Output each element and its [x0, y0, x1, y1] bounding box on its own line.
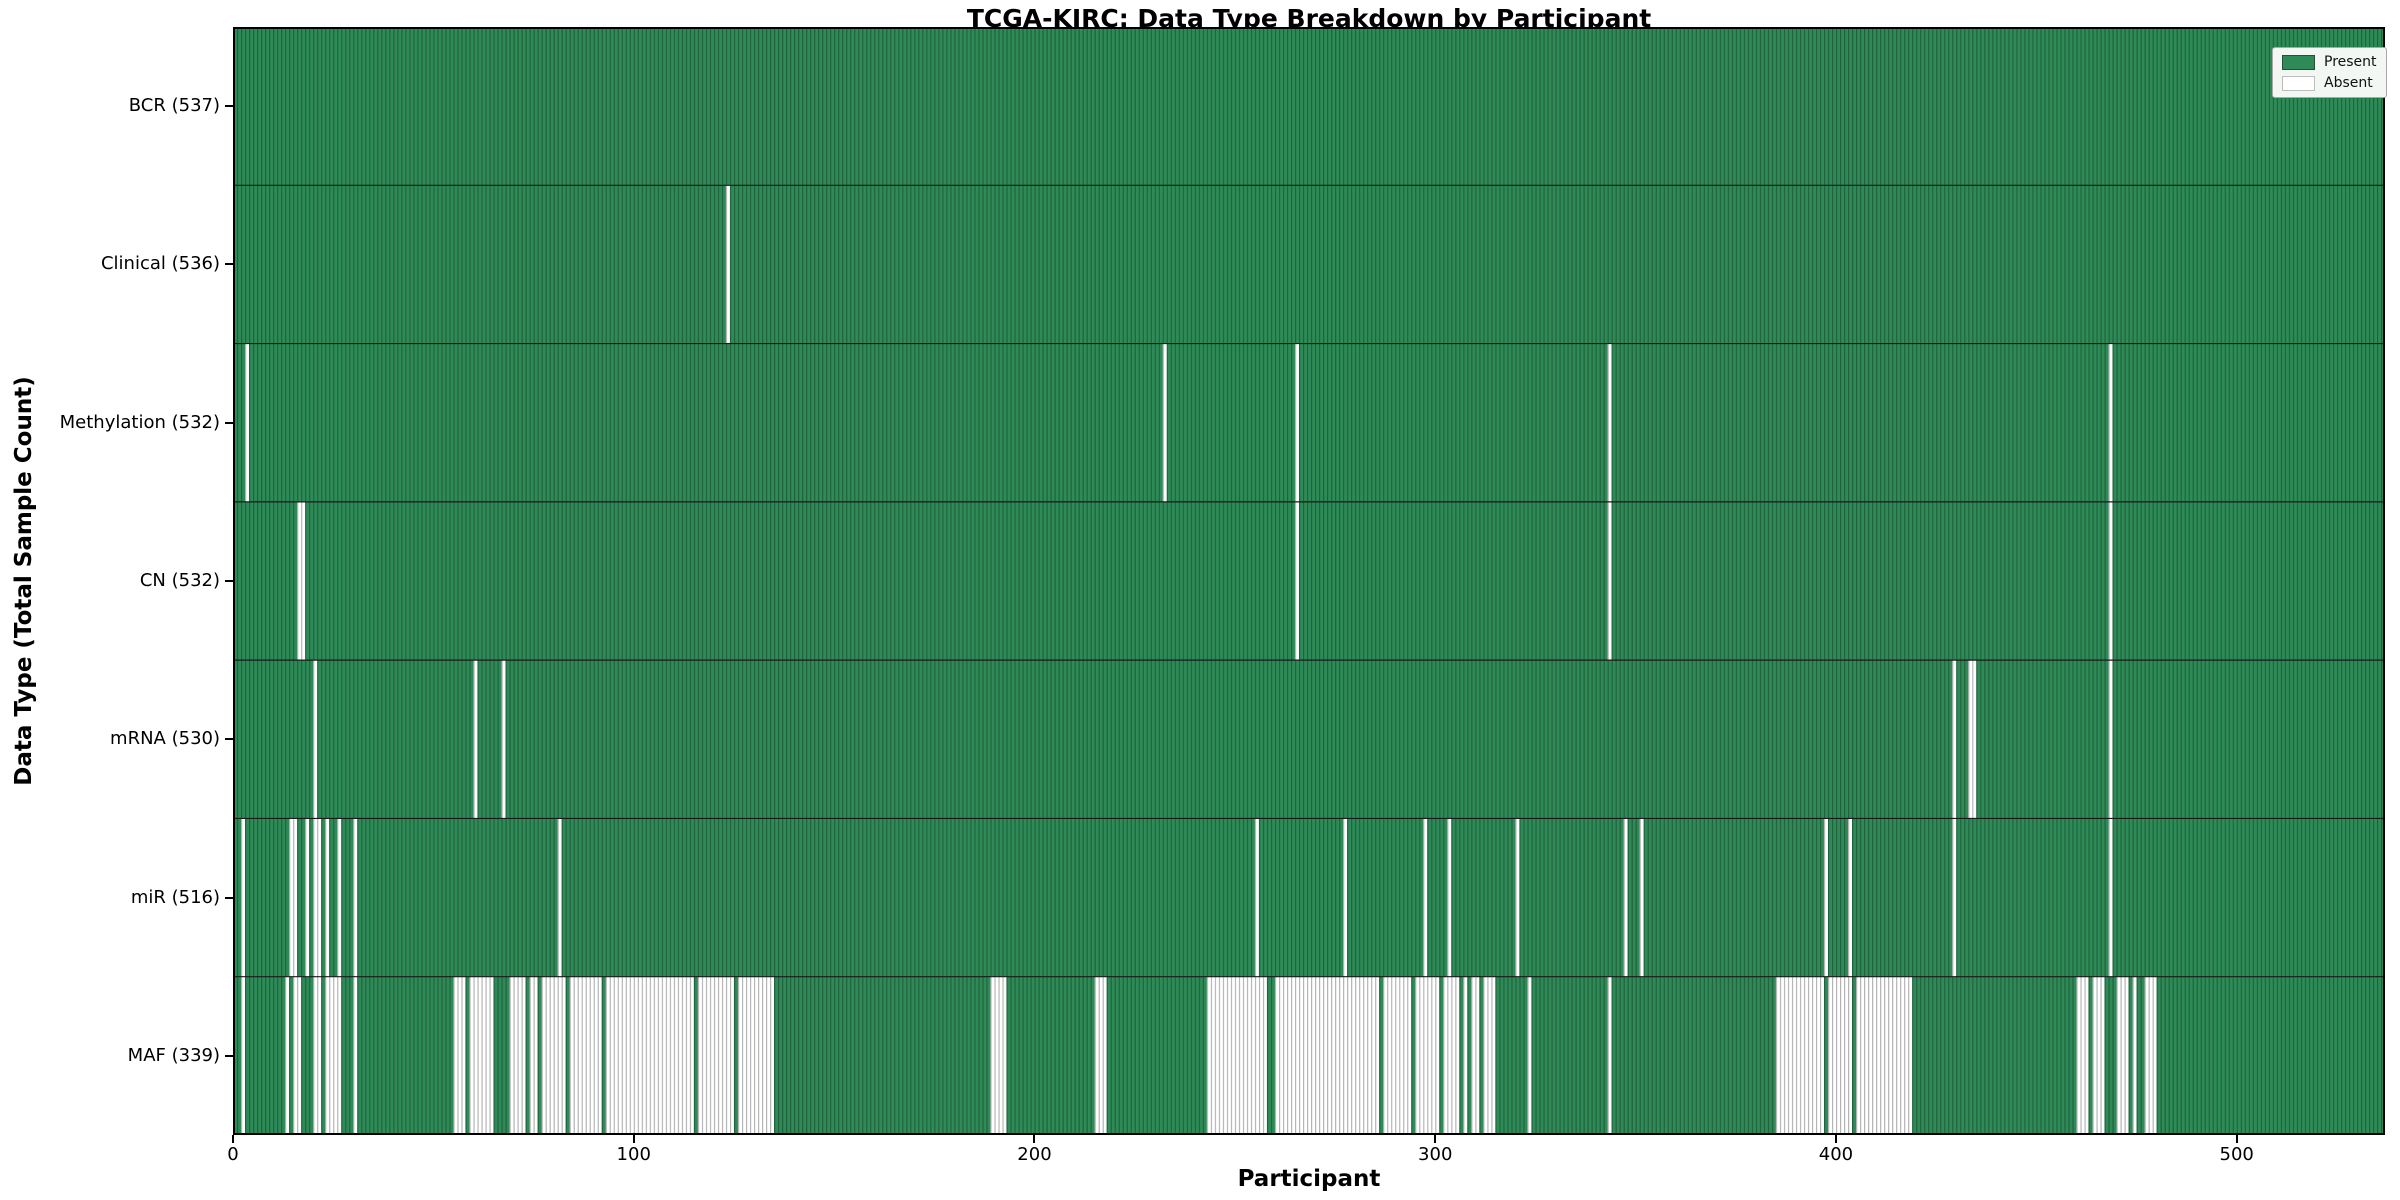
- x-tick-label-500: 500: [2219, 1144, 2254, 1165]
- y-tick-mark: [225, 1054, 233, 1057]
- y-tick-mark: [225, 738, 233, 741]
- plot-frame: [233, 27, 2385, 1135]
- x-tick-mark: [1434, 1135, 1437, 1143]
- legend-swatch-absent: [2282, 75, 2315, 91]
- bar-edge-overlay: [233, 27, 2385, 1135]
- legend: Present Absent: [2272, 47, 2387, 98]
- x-tick-mark: [632, 1135, 635, 1143]
- y-tick-label-cn: CN (532): [139, 570, 220, 591]
- plot-contents: [233, 27, 2385, 1135]
- x-tick-label-100: 100: [616, 1144, 651, 1165]
- y-tick-mark: [225, 105, 233, 108]
- legend-item-absent: Absent: [2282, 75, 2377, 91]
- x-tick-mark: [232, 1135, 234, 1143]
- x-axis-title: Participant: [1237, 1166, 1381, 1192]
- legend-item-present: Present: [2282, 54, 2377, 70]
- legend-label-absent: Absent: [2324, 75, 2373, 91]
- x-tick-mark: [1834, 1135, 1837, 1143]
- x-tick-mark: [2235, 1135, 2238, 1143]
- y-tick-label-mrna: mRNA (530): [110, 728, 220, 750]
- heatmap-plot: [233, 27, 2385, 1135]
- y-tick-label-maf: MAF (339): [127, 1044, 220, 1066]
- x-tick-label-300: 300: [1418, 1144, 1453, 1165]
- y-tick-label-bcr: BCR (537): [128, 95, 220, 117]
- x-tick-label-400: 400: [1818, 1144, 1854, 1165]
- y-tick-mark: [225, 263, 233, 266]
- x-tick-label-0: 0: [227, 1144, 239, 1165]
- y-tick-mark: [225, 580, 233, 582]
- y-tick-mark: [225, 896, 233, 899]
- legend-swatch-present: [2282, 54, 2315, 70]
- y-tick-label-clinical: Clinical (536): [100, 253, 220, 275]
- legend-label-present: Present: [2324, 54, 2377, 70]
- y-tick-label-mir: miR (516): [130, 886, 220, 908]
- y-tick-label-methylation: Methylation (532): [59, 411, 220, 433]
- y-tick-mark: [225, 421, 233, 424]
- x-tick-label-200: 200: [1017, 1144, 1052, 1165]
- x-tick-mark: [1033, 1135, 1036, 1143]
